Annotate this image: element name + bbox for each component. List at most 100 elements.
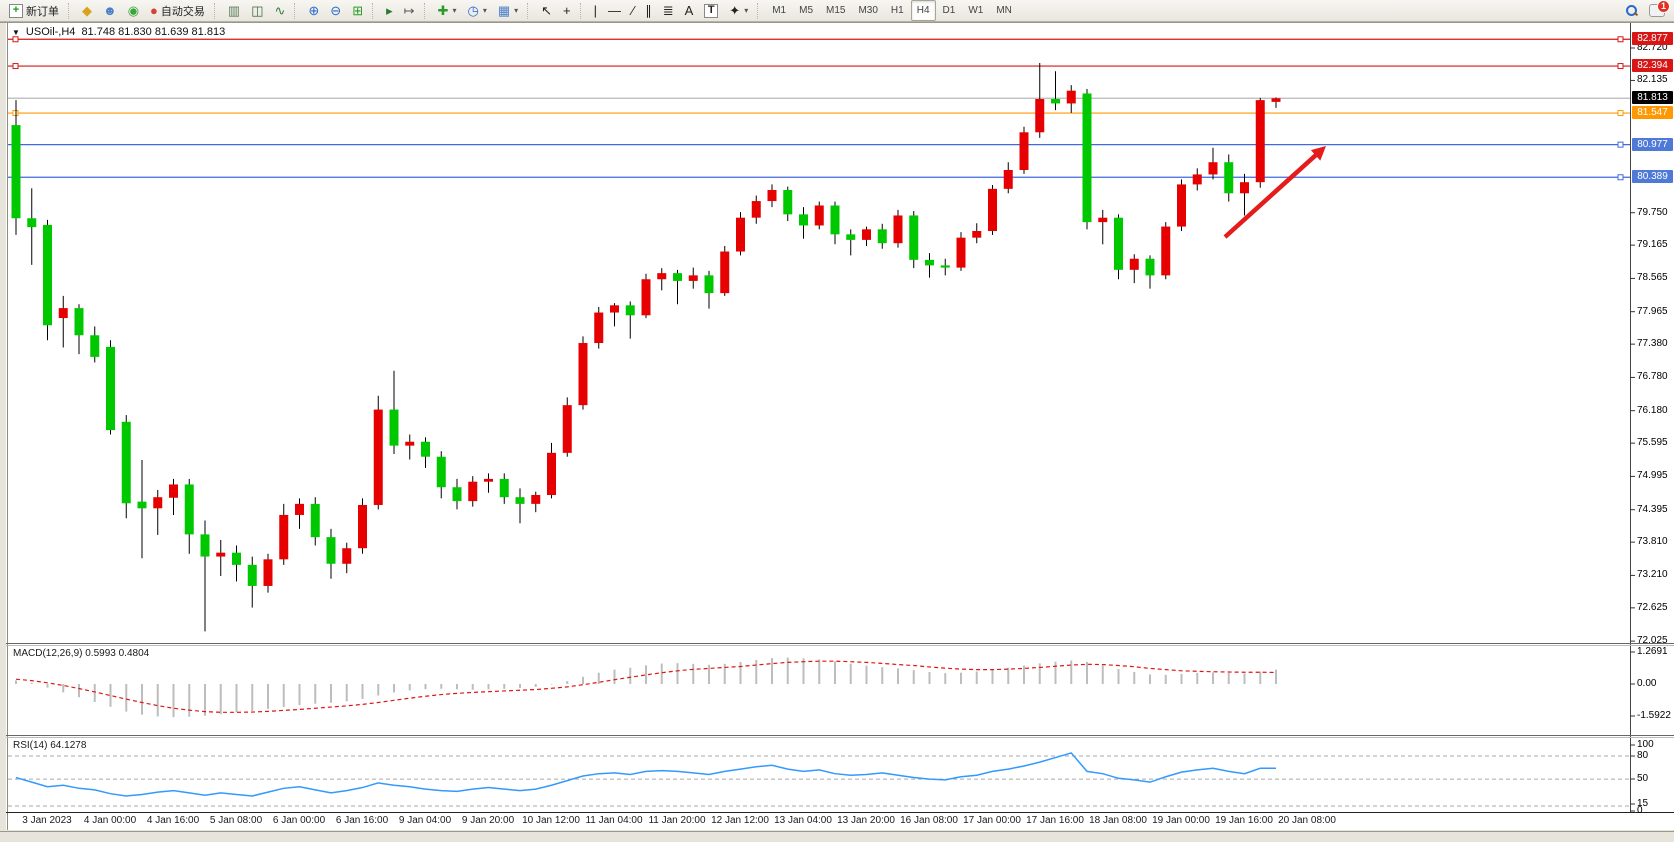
community-button[interactable]: ☻ [98, 0, 122, 21]
template-icon: ▦ [497, 3, 511, 18]
candle [704, 275, 714, 294]
auto-trading-button-label: 自动交易 [160, 5, 205, 18]
candlestick-chart-button[interactable]: ◫ [246, 0, 268, 21]
templates-button[interactable]: ▦ ▾ [493, 0, 523, 21]
zoom-in-icon: ⊕ [308, 3, 320, 18]
market-watch-button[interactable]: ◆ [77, 0, 97, 21]
candle [137, 501, 147, 509]
candle [11, 125, 21, 219]
gold-diamond-icon: ◆ [82, 3, 92, 18]
new-order-icon: + [9, 3, 23, 18]
label-button[interactable]: T [699, 0, 723, 21]
chart-shift-button[interactable]: ↦ [399, 0, 420, 21]
candle [452, 487, 462, 502]
candle [310, 503, 320, 538]
timeframe-m30-button[interactable]: M30 [858, 5, 878, 16]
candle [1019, 132, 1029, 170]
candle [263, 559, 273, 586]
trendline-button[interactable]: ∕ [627, 0, 639, 21]
line-chart-button[interactable]: ∿ [269, 0, 290, 21]
candle [468, 481, 478, 502]
chart-shift-icon: ↦ [403, 3, 415, 18]
crosshair-button[interactable]: + [558, 0, 576, 21]
signals-button[interactable]: ◉ [123, 0, 144, 21]
chevron-down-icon: ▾ [452, 6, 457, 15]
candle [610, 305, 619, 313]
channel-button[interactable]: ∥ [640, 0, 657, 21]
bar-chart-button[interactable]: ▥ [223, 0, 245, 21]
horizontal-line-button[interactable]: — [603, 0, 626, 21]
search-button[interactable] [1620, 0, 1643, 21]
candle [27, 218, 37, 228]
toolbar-separator [68, 2, 73, 19]
candle [200, 534, 210, 557]
timeframe-w1-button[interactable]: W1 [968, 5, 984, 16]
candle [121, 421, 131, 504]
candle [1114, 217, 1123, 270]
candle [184, 484, 194, 535]
toolbar-separator [213, 2, 219, 19]
vertical-line-button[interactable]: | [589, 0, 602, 21]
timeframe-m5-button[interactable]: M5 [799, 5, 814, 16]
indicators-button[interactable]: ✚ ▾ [433, 0, 462, 21]
candle [58, 308, 68, 319]
zoom-out-icon: ⊖ [330, 3, 342, 18]
candle [1098, 217, 1108, 223]
new-order-button-label: 新订单 [26, 5, 59, 18]
timeframe-m15-button[interactable]: M15 [826, 5, 846, 16]
timeframe-mn-button[interactable]: MN [996, 5, 1012, 16]
text-button[interactable]: A [680, 0, 699, 21]
candle [877, 229, 887, 244]
candle [799, 214, 808, 226]
vertical-line-icon: | [593, 3, 598, 18]
auto-scroll-button[interactable]: ▸ [381, 0, 398, 21]
toolbar-separator [579, 2, 585, 19]
candle [956, 237, 966, 268]
timeframe-h1-button[interactable]: H1 [890, 5, 904, 16]
chat-button[interactable]: 1 [1644, 0, 1670, 21]
candle [783, 189, 793, 215]
candle [909, 215, 919, 260]
zoom-out-button[interactable]: ⊖ [325, 0, 346, 21]
periods-button[interactable]: ◷ ▾ [462, 0, 491, 21]
candle [1035, 99, 1045, 133]
auto-trading-button[interactable]: ● 自动交易 [145, 0, 210, 21]
toolbar-separator [757, 2, 762, 19]
timeframe-d1-button[interactable]: D1 [942, 5, 956, 16]
candle [767, 189, 777, 202]
timeframe-h4-button[interactable]: H4 [910, 0, 936, 21]
line-chart-icon: ∿ [274, 3, 286, 18]
candle [594, 312, 604, 344]
auto-scroll-icon: ▸ [386, 3, 393, 18]
zoom-in-button[interactable]: ⊕ [303, 0, 324, 21]
candle [74, 308, 84, 336]
candle [531, 494, 541, 504]
candle [232, 552, 241, 565]
candle [43, 224, 52, 326]
add-indicator-icon: ✚ [437, 3, 449, 18]
candle [562, 405, 572, 453]
fibonacci-button[interactable]: ≣ [658, 0, 679, 21]
candle [846, 234, 856, 240]
candle [736, 217, 745, 252]
arrows-button[interactable]: ✦ ▾ [724, 0, 753, 21]
signal-icon: ◉ [127, 3, 140, 18]
candle [1208, 162, 1218, 175]
timeframe-m1-button[interactable]: M1 [772, 5, 787, 16]
auto-trading-icon: ● [150, 3, 158, 18]
trend-arrow[interactable] [1223, 149, 1322, 239]
candle [925, 259, 934, 266]
tile-windows-button[interactable]: ⊞ [347, 0, 368, 21]
candle [814, 205, 824, 226]
chevron-down-icon: ▾ [744, 6, 749, 15]
crosshair-icon: + [563, 3, 571, 18]
cursor-button[interactable]: ↖ [536, 0, 557, 21]
candle [578, 343, 588, 406]
horizontal-line-icon: — [608, 3, 622, 18]
candle [673, 273, 682, 281]
new-order-button[interactable]: + 新订单 [4, 0, 64, 21]
clock-icon: ◷ [467, 3, 479, 18]
candle [373, 409, 383, 505]
